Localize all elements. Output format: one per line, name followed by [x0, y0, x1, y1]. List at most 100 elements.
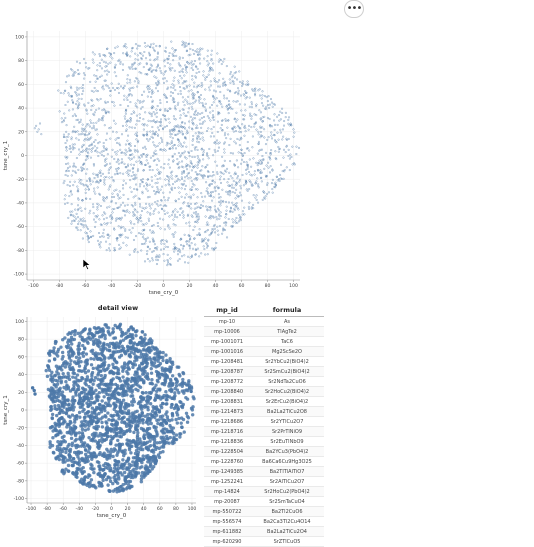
- data-point: [185, 99, 187, 101]
- data-point: [78, 88, 80, 90]
- data-point: [119, 191, 121, 193]
- data-point: [207, 164, 209, 166]
- data-point: [198, 141, 200, 143]
- data-point: [81, 169, 83, 171]
- data-point: [235, 204, 237, 206]
- data-point: [38, 129, 40, 131]
- data-point: [76, 157, 78, 159]
- data-point: [171, 214, 173, 216]
- data-point: [179, 75, 181, 77]
- data-point: [114, 229, 116, 231]
- data-point: [167, 212, 169, 214]
- data-point: [203, 75, 205, 77]
- data-point: [72, 149, 74, 151]
- data-point: [113, 479, 116, 482]
- data-point: [102, 343, 105, 346]
- data-point: [280, 129, 282, 131]
- data-point: [167, 199, 169, 201]
- data-point: [119, 443, 122, 446]
- data-point: [230, 175, 232, 177]
- data-point: [198, 216, 200, 218]
- data-point: [139, 203, 141, 205]
- detail-points: [31, 323, 196, 494]
- data-point: [144, 112, 146, 114]
- data-point: [172, 92, 174, 94]
- data-point: [146, 427, 149, 430]
- data-point: [193, 63, 195, 65]
- data-point: [75, 72, 77, 74]
- data-point: [51, 425, 54, 428]
- data-point: [74, 147, 76, 149]
- data-point: [72, 170, 74, 172]
- data-point: [271, 135, 273, 137]
- data-point: [102, 215, 104, 217]
- data-point: [98, 403, 101, 406]
- data-point: [87, 113, 89, 115]
- data-point: [137, 100, 139, 102]
- data-point: [223, 143, 225, 145]
- data-point: [154, 462, 157, 465]
- more-options-button[interactable]: •••: [344, 0, 364, 18]
- data-point: [144, 243, 146, 245]
- data-point: [153, 152, 155, 154]
- data-point: [144, 261, 146, 263]
- data-point: [261, 98, 263, 100]
- data-point: [112, 149, 114, 151]
- data-point: [98, 330, 101, 333]
- data-point: [71, 403, 74, 406]
- data-point: [169, 263, 171, 265]
- data-point: [66, 333, 69, 336]
- data-point: [209, 70, 211, 72]
- data-point: [115, 361, 118, 364]
- data-point: [178, 152, 180, 154]
- data-point: [99, 55, 101, 57]
- data-point: [234, 192, 236, 194]
- column-header-formula[interactable]: formula: [250, 304, 324, 317]
- data-point: [257, 202, 259, 204]
- data-point: [67, 469, 70, 472]
- data-point: [217, 173, 219, 175]
- data-point: [156, 387, 159, 390]
- data-point: [113, 324, 116, 327]
- data-point: [104, 124, 106, 126]
- data-point: [164, 65, 166, 67]
- data-point: [106, 133, 108, 135]
- data-point: [149, 184, 151, 186]
- data-point: [275, 150, 277, 152]
- data-point: [125, 154, 127, 156]
- data-point: [132, 65, 134, 67]
- data-point: [149, 169, 151, 171]
- column-header-mp-id[interactable]: mp_id: [204, 304, 250, 317]
- data-point: [112, 366, 115, 369]
- data-point: [192, 138, 194, 140]
- data-point: [178, 432, 181, 435]
- data-point: [149, 88, 151, 90]
- data-point: [94, 226, 96, 228]
- data-point: [142, 429, 145, 432]
- data-point: [156, 164, 158, 166]
- data-point: [71, 137, 73, 139]
- data-point: [72, 102, 74, 104]
- data-point: [67, 101, 69, 103]
- data-point: [119, 144, 121, 146]
- data-point: [169, 378, 172, 381]
- data-point: [177, 211, 179, 213]
- data-point: [222, 78, 224, 80]
- data-point: [80, 183, 82, 185]
- x-tick-label: 60: [239, 283, 245, 289]
- data-point: [147, 45, 149, 47]
- data-point: [204, 254, 206, 256]
- data-point: [133, 400, 136, 403]
- data-point: [260, 170, 262, 172]
